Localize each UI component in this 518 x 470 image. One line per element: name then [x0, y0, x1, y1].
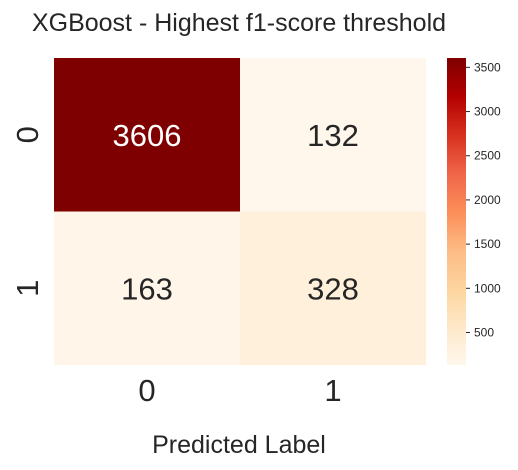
x-tick-label: 1 [324, 373, 341, 408]
colorbar-ticks: 500 1000 1500 2000 2500 3000 3500 [466, 60, 501, 339]
chart-title: XGBoost - Highest f1-score threshold [32, 9, 446, 37]
y-tick-label: 1 [10, 280, 45, 297]
colorbar-tick-label: 1000 [474, 281, 501, 295]
heatmap-cell [240, 211, 426, 365]
colorbar-tick-label: 2000 [474, 193, 501, 207]
heatmap-cells [54, 58, 426, 365]
heatmap-cell-labels: 3606 132 163 328 [113, 118, 359, 307]
colorbar-tick-label: 2500 [474, 149, 501, 163]
colorbar-tick-label: 3000 [474, 105, 501, 119]
y-tick-label: 0 [10, 126, 45, 143]
heatmap-cell [54, 58, 240, 212]
colorbar-tick-label: 500 [474, 325, 494, 339]
cell-value-label: 3606 [113, 118, 182, 153]
colorbar-tick-label: 1500 [474, 237, 501, 251]
heatmap-cell [54, 211, 240, 365]
cell-value-label: 163 [121, 271, 173, 306]
x-axis-label: Predicted Label [152, 431, 326, 459]
y-axis-ticks: 01 [10, 126, 45, 297]
colorbar [447, 58, 466, 365]
colorbar-tick-label: 3500 [474, 60, 501, 74]
cell-value-label: 132 [307, 118, 359, 153]
x-tick-label: 0 [138, 373, 155, 408]
cell-value-label: 328 [307, 271, 359, 306]
heatmap-cell [240, 58, 426, 212]
